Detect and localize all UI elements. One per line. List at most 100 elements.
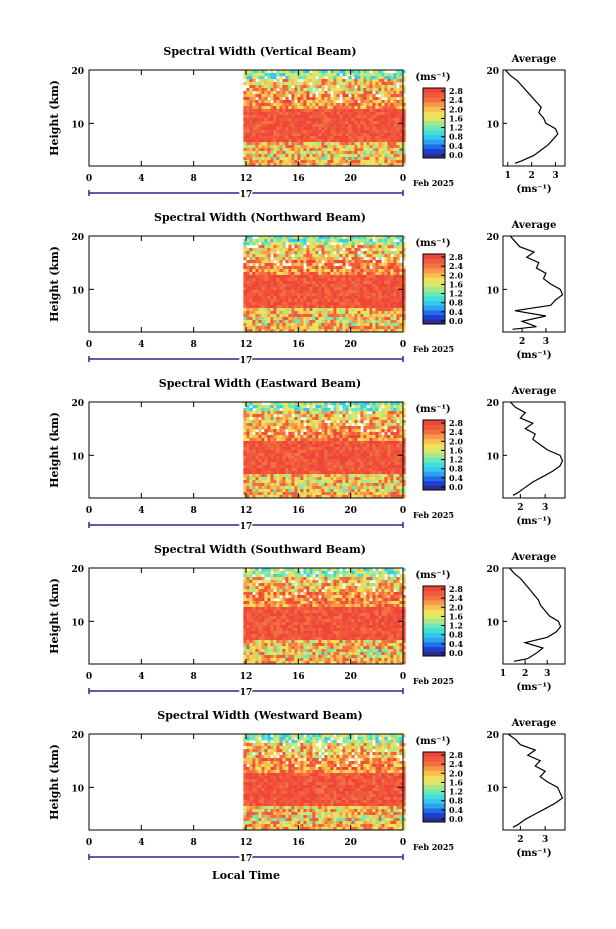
heatmap-cell [327, 85, 331, 89]
heatmap-cell [387, 483, 391, 487]
heatmap-cell [312, 456, 316, 460]
heatmap-cell [255, 326, 259, 330]
heatmap-cell [384, 239, 388, 243]
heatmap-cell [312, 420, 316, 424]
heatmap-cell [330, 148, 334, 152]
heatmap-cell [291, 269, 295, 273]
heatmap-cell [312, 257, 316, 261]
heatmap-cell [348, 459, 352, 463]
heatmap-cell [387, 157, 391, 161]
heatmap-cell [315, 296, 319, 300]
heatmap-cell [372, 290, 376, 294]
heatmap-cell [255, 103, 259, 107]
heatmap-cell [261, 468, 265, 472]
heatmap-cell [327, 287, 331, 291]
heatmap-cell [288, 311, 292, 315]
heatmap-cell [324, 281, 328, 285]
heatmap-cell [306, 160, 310, 164]
heatmap-cell [390, 293, 394, 297]
heatmap-cell [375, 79, 379, 83]
heatmap-cell [393, 296, 397, 300]
heatmap-cell [255, 275, 259, 279]
heatmap-cell [345, 308, 349, 312]
heatmap-cell [300, 438, 304, 442]
heatmap-cell [255, 477, 259, 481]
heatmap-cell [273, 82, 277, 86]
heatmap-cell [270, 311, 274, 315]
x-tick-label: 0 [400, 340, 406, 350]
heatmap-cell [312, 411, 316, 415]
heatmap-cell [279, 438, 283, 442]
heatmap-cell [348, 157, 352, 161]
heatmap-cell [246, 106, 250, 110]
heatmap-cell [273, 242, 277, 246]
heatmap-cell [270, 160, 274, 164]
heatmap-cell [315, 447, 319, 451]
heatmap-cell [330, 106, 334, 110]
heatmap-cell [246, 242, 250, 246]
heatmap-cell [279, 299, 283, 303]
heatmap-cell [363, 112, 367, 116]
heatmap-cell [390, 109, 394, 113]
heatmap-cell [372, 97, 376, 101]
heatmap-cell [264, 151, 268, 155]
heatmap-cell [297, 429, 301, 433]
heatmap-cell [285, 257, 289, 261]
heatmap-cell [354, 453, 358, 457]
heatmap-cell [381, 263, 385, 267]
heatmap-cell [333, 269, 337, 273]
heatmap-cell [336, 465, 340, 469]
heatmap-cell [354, 326, 358, 330]
heatmap-cell [363, 100, 367, 104]
heatmap-cell [255, 118, 259, 122]
heatmap-cell [294, 275, 298, 279]
heatmap-cell [264, 465, 268, 469]
heatmap-cell [276, 483, 280, 487]
heatmap-cell [381, 311, 385, 315]
heatmap-cell [345, 133, 349, 137]
heatmap-cell [339, 311, 343, 315]
heatmap-cell [255, 151, 259, 155]
heatmap-cell [387, 459, 391, 463]
heatmap-cell [366, 471, 370, 475]
heatmap-cell [246, 284, 250, 288]
heatmap-cell [282, 91, 286, 95]
heatmap-cell [258, 284, 262, 288]
heatmap-cell [366, 435, 370, 439]
heatmap-cell [318, 76, 322, 80]
heatmap-cell [264, 435, 268, 439]
heatmap-cell [291, 417, 295, 421]
heatmap-cell [387, 486, 391, 490]
heatmap-cell [255, 139, 259, 143]
colorbar-tick-label: 1.6 [449, 279, 463, 289]
heatmap-cell [378, 269, 382, 273]
heatmap-cell [315, 465, 319, 469]
heatmap-cell [351, 311, 355, 315]
heatmap-cell [381, 474, 385, 478]
heatmap-cell [345, 100, 349, 104]
heatmap-cell [333, 290, 337, 294]
heatmap-cell [342, 477, 346, 481]
heatmap-cell [360, 284, 364, 288]
heatmap-cell [345, 136, 349, 140]
heatmap-cell [303, 311, 307, 315]
heatmap-cell [243, 263, 247, 267]
heatmap-cell [327, 112, 331, 116]
heatmap-cell [282, 275, 286, 279]
heatmap-cell [288, 254, 292, 258]
heatmap-cell [291, 115, 295, 119]
heatmap-cell [285, 130, 289, 134]
heatmap-cell [270, 405, 274, 409]
heatmap-cell [357, 136, 361, 140]
heatmap-cell [336, 109, 340, 113]
heatmap-cell [291, 275, 295, 279]
heatmap-cell [372, 426, 376, 430]
heatmap-cell [402, 145, 406, 149]
heatmap-cell [387, 423, 391, 427]
heatmap-cell [351, 97, 355, 101]
heatmap-cell [246, 480, 250, 484]
heatmap-cell [342, 459, 346, 463]
heatmap-cell [291, 118, 295, 122]
heatmap-cell [357, 326, 361, 330]
heatmap-cell [258, 266, 262, 270]
